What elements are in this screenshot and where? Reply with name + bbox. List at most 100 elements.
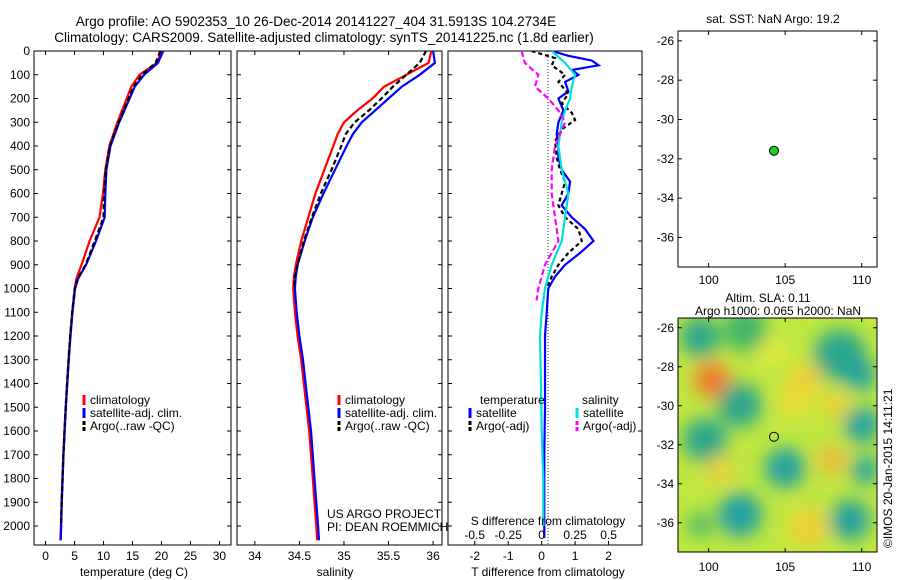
difference-panel: temperaturesatelliteArgo(-adj)salinitysa… — [447, 50, 643, 579]
depth-ytick-label: 1100 — [4, 305, 30, 319]
depth-ytick-label: 1200 — [3, 329, 30, 343]
sst-map-ytick-label: -32 — [657, 152, 675, 166]
difference-top-tick-label: 0.25 — [563, 528, 587, 542]
sla-heatmap — [678, 318, 877, 552]
temperature-legend-label: satellite-adj. clim. — [90, 406, 182, 420]
difference-top-label: S difference from climatology — [471, 514, 626, 528]
difference-lines — [520, 51, 602, 538]
difference-legend: temperaturesatelliteArgo(-adj)salinitysa… — [468, 393, 636, 433]
difference-legend-label: Argo(-adj) — [476, 419, 529, 433]
temperature-xtick-label: 5 — [71, 549, 78, 563]
sst-map-xtick-label: 105 — [775, 273, 795, 287]
sla-map-axes-box — [677, 317, 878, 553]
salinity-xtick-label: 34 — [248, 549, 262, 563]
temperature-xtick-label: 25 — [184, 549, 198, 563]
depth-ytick-label: 200 — [10, 92, 30, 106]
sla-map: Altim. SLA: 0.11 Argo h1000: 0.065 h2000… — [657, 291, 878, 574]
depth-ytick-label: 800 — [10, 234, 30, 248]
sst-map-xtick-label: 100 — [699, 273, 719, 287]
depth-ytick-label: 1400 — [3, 377, 30, 391]
difference-xtick-label: 0 — [538, 549, 545, 563]
salinity-panel: 34 34.5 35 35.5 36 climatologysatellite-adj.… — [236, 50, 448, 579]
sst-map-float-marker — [768, 145, 779, 156]
depth-ytick-label: 1000 — [3, 282, 30, 296]
depth-ytick-label: 400 — [10, 139, 30, 153]
sst-map-title: sat. SST: NaN Argo: 19.2 — [706, 12, 840, 26]
salinity-x-axis: 34 34.5 35 35.5 36 — [248, 51, 440, 563]
sst-map-axes: 100 105 110 -26 -28 -30 -32 -34 -36 — [657, 31, 877, 287]
sst-map-ytick-label: -30 — [657, 113, 675, 127]
sst-map-ytick-label: -34 — [657, 191, 675, 205]
difference-y-ticks — [448, 50, 642, 527]
difference-top-tick-label: 0 — [538, 528, 545, 542]
difference-top-tick-label: -0.5 — [464, 528, 485, 542]
project-line2: PI: DEAN ROEMMICH — [327, 520, 448, 534]
depth-ytick-label: 300 — [10, 115, 30, 129]
salinity-axes-box — [236, 50, 443, 546]
salinity-legend-label: climatology — [345, 393, 405, 407]
temperature-legend-label: Argo(..raw -QC) — [90, 419, 175, 433]
sla-map-title-line2: Argo h1000: 0.065 h2000: NaN — [695, 304, 861, 318]
sla-map-axes: 100 105 110 -26 -28 -30 -32 -34 -36 — [657, 318, 877, 574]
depth-ytick-label: 700 — [10, 210, 30, 224]
depth-ytick-label: 1700 — [3, 448, 30, 462]
sst-map-ytick-label: -26 — [657, 34, 675, 48]
salinity-legend-label: Argo(..raw -QC) — [345, 419, 430, 433]
difference-xtick-label: 1 — [572, 549, 579, 563]
difference-series-1 — [531, 51, 584, 289]
temperature-xtick-label: 20 — [155, 549, 169, 563]
difference-top-tick-label: 0.5 — [600, 528, 617, 542]
difference-top-tick-label: -0.25 — [495, 528, 523, 542]
salinity-x-label: salinity — [317, 565, 354, 579]
salinity-series-0 — [292, 51, 433, 541]
difference-series-0 — [543, 51, 602, 538]
sla-map-ytick-label: -28 — [657, 360, 675, 374]
project-line1: US ARGO PROJECT — [327, 507, 442, 521]
salinity-xtick-label: 35 — [337, 549, 351, 563]
temperature-xtick-label: 0 — [42, 549, 49, 563]
sla-map-ytick-label: -30 — [657, 399, 675, 413]
sla-map-title-line1: Altim. SLA: 0.11 — [725, 291, 810, 305]
salinity-series-1 — [293, 51, 437, 541]
depth-ytick-label: 100 — [10, 68, 30, 82]
temperature-x-label: temperature (deg C) — [80, 565, 188, 579]
depth-ytick-label: 600 — [10, 187, 30, 201]
sst-map: sat. SST: NaN Argo: 19.2 100 105 110 -26 -28… — [657, 12, 878, 287]
salinity-legend-label: satellite-adj. clim. — [345, 406, 437, 420]
temperature-panel: 0100200300400500600700800900100011001200… — [3, 44, 232, 579]
temperature-xtick-label: 30 — [213, 549, 227, 563]
difference-x-label: T difference from climatology — [471, 565, 625, 579]
depth-ytick-label: 1300 — [3, 353, 30, 367]
sla-map-ytick-label: -34 — [657, 477, 675, 491]
depth-axis: 0 100 200 300 400 500 600 700 800 900 1000 1100 1200… — [3, 44, 231, 533]
sla-map-float-marker — [768, 431, 779, 442]
sla-map-ytick-label: -36 — [657, 516, 675, 530]
difference-legend-label: satellite — [583, 406, 624, 420]
sla-map-ytick-label: -26 — [657, 321, 675, 335]
temperature-lines — [59, 51, 165, 541]
difference-legend-heading: temperature — [480, 393, 545, 407]
difference-legend-label: satellite — [476, 406, 517, 420]
sst-map-xtick-label: 110 — [852, 273, 871, 287]
difference-x-axis: -2 -1 0 1 2 -0.5 -0.25 0 0.25 0.5 — [464, 528, 617, 563]
figure-title-line1: Argo profile: AO 5902353_10 26-Dec-2014 … — [76, 14, 556, 29]
temperature-x-axis: 0 5 10 15 20 25 30 — [42, 51, 226, 563]
difference-legend-heading: salinity — [582, 393, 619, 407]
difference-xtick-label: -2 — [469, 549, 480, 563]
salinity-y-ticks — [237, 50, 442, 527]
sla-map-xtick-label: 110 — [852, 560, 871, 574]
salinity-xtick-label: 34.5 — [288, 549, 312, 563]
depth-ytick-label: 1600 — [3, 424, 30, 438]
temperature-series-2 — [60, 51, 162, 527]
figure-title-line2: Climatology: CARS2009. Satellite-adjuste… — [54, 30, 594, 45]
sla-map-ytick-label: -32 — [657, 438, 675, 452]
salinity-xtick-label: 36 — [426, 549, 440, 563]
imos-credit: ©IMOS 20-Jan-2015 14:11:21 — [881, 388, 895, 548]
temperature-xtick-label: 10 — [97, 549, 111, 563]
difference-xtick-label: 2 — [605, 549, 612, 563]
depth-ytick-label: 500 — [10, 163, 30, 177]
temperature-axes-box — [33, 50, 232, 546]
salinity-series-2 — [292, 51, 427, 289]
